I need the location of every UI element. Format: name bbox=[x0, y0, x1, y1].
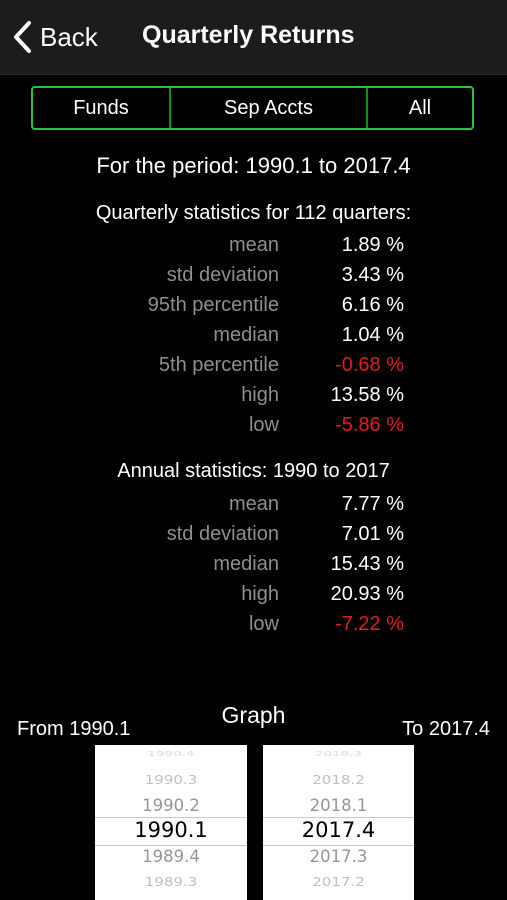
stat-row: low -7.22 % bbox=[0, 613, 507, 643]
stat-value: 1.04 % bbox=[341, 324, 404, 346]
picker-selection-line bbox=[95, 817, 247, 818]
stat-label: 95th percentile bbox=[147, 294, 279, 316]
period-text: For the period: 1990.1 to 2017.4 bbox=[96, 153, 411, 178]
back-button[interactable]: Back bbox=[12, 18, 98, 56]
stat-row: mean 1.89 % bbox=[0, 234, 507, 264]
stat-row: high 20.93 % bbox=[0, 583, 507, 613]
stat-value: 1.89 % bbox=[341, 234, 404, 256]
page-title: Quarterly Returns bbox=[142, 21, 355, 49]
stat-value: 7.77 % bbox=[341, 493, 404, 515]
stat-label: std deviation bbox=[166, 523, 279, 545]
to-label: To 2017.4 bbox=[402, 718, 490, 740]
picker-item[interactable]: 2018.1 bbox=[309, 795, 368, 815]
annual-heading: Annual statistics: 1990 to 2017 bbox=[117, 460, 390, 482]
picker-item[interactable]: 2018.2 bbox=[312, 772, 365, 788]
from-label: From 1990.1 bbox=[17, 718, 131, 740]
stat-value: -5.86 % bbox=[335, 414, 404, 436]
stat-value: 3.43 % bbox=[341, 264, 404, 286]
picker-item[interactable]: 1990.2 bbox=[142, 795, 200, 815]
picker-item[interactable]: 2017.2 bbox=[312, 874, 365, 890]
stat-row: std deviation 7.01 % bbox=[0, 523, 507, 553]
picker-selection-line bbox=[263, 817, 414, 818]
segment-sep-accts[interactable]: Sep Accts bbox=[169, 88, 366, 128]
stat-label: mean bbox=[228, 493, 279, 515]
stat-label: std deviation bbox=[166, 264, 279, 286]
stat-row: low -5.86 % bbox=[0, 414, 507, 444]
quarterly-heading: Quarterly statistics for 112 quarters: bbox=[95, 202, 412, 224]
stat-row: 95th percentile 6.16 % bbox=[0, 294, 507, 324]
from-quarter-picker[interactable]: 1990.41990.31990.21990.11989.41989.31989… bbox=[95, 745, 247, 900]
fund-type-segmented-control: Funds Sep Accts All bbox=[31, 86, 474, 130]
stat-label: low bbox=[248, 613, 279, 635]
stat-value: 20.93 % bbox=[330, 583, 404, 605]
stat-value: -0.68 % bbox=[335, 354, 404, 376]
segment-funds[interactable]: Funds bbox=[73, 96, 129, 119]
stat-row: high 13.58 % bbox=[0, 384, 507, 414]
stat-value: 13.58 % bbox=[330, 384, 404, 406]
stat-row: median 15.43 % bbox=[0, 553, 507, 583]
stat-row: 5th percentile -0.68 % bbox=[0, 354, 507, 384]
picker-item[interactable]: 2017.3 bbox=[309, 846, 368, 866]
stat-value: 6.16 % bbox=[341, 294, 404, 316]
graph-button[interactable]: Graph bbox=[221, 702, 286, 728]
stat-label: low bbox=[248, 414, 279, 436]
stat-label: high bbox=[241, 583, 279, 605]
stat-label: 5th percentile bbox=[158, 354, 279, 376]
stat-label: median bbox=[213, 553, 279, 575]
picker-item[interactable]: 2018.3 bbox=[314, 749, 363, 759]
picker-item[interactable]: 1990.4 bbox=[147, 749, 195, 759]
picker-item[interactable]: 1990.3 bbox=[144, 772, 198, 788]
picker-selection-line bbox=[95, 845, 247, 846]
navigation-bar: Back Quarterly Returns bbox=[0, 0, 507, 75]
back-label: Back bbox=[40, 21, 98, 52]
stat-value: -7.22 % bbox=[335, 613, 404, 635]
stat-value: 15.43 % bbox=[330, 553, 404, 575]
picker-item[interactable]: 1989.3 bbox=[144, 874, 198, 890]
stat-row: mean 7.77 % bbox=[0, 493, 507, 523]
stat-label: mean bbox=[228, 234, 279, 256]
stat-row: median 1.04 % bbox=[0, 324, 507, 354]
stat-label: high bbox=[241, 384, 279, 406]
stat-label: median bbox=[213, 324, 279, 346]
picker-selected-item[interactable]: 1990.1 bbox=[134, 818, 208, 843]
chevron-left-icon bbox=[14, 21, 31, 53]
picker-selection-line bbox=[263, 845, 414, 846]
picker-selected-item[interactable]: 2017.4 bbox=[301, 818, 376, 843]
segment-all[interactable]: All bbox=[366, 88, 472, 128]
picker-item[interactable]: 1989.4 bbox=[142, 846, 200, 866]
stat-row: std deviation 3.43 % bbox=[0, 264, 507, 294]
stat-value: 7.01 % bbox=[341, 523, 404, 545]
to-quarter-picker[interactable]: 2018.32018.22018.12017.42017.32017.22017… bbox=[263, 745, 414, 900]
